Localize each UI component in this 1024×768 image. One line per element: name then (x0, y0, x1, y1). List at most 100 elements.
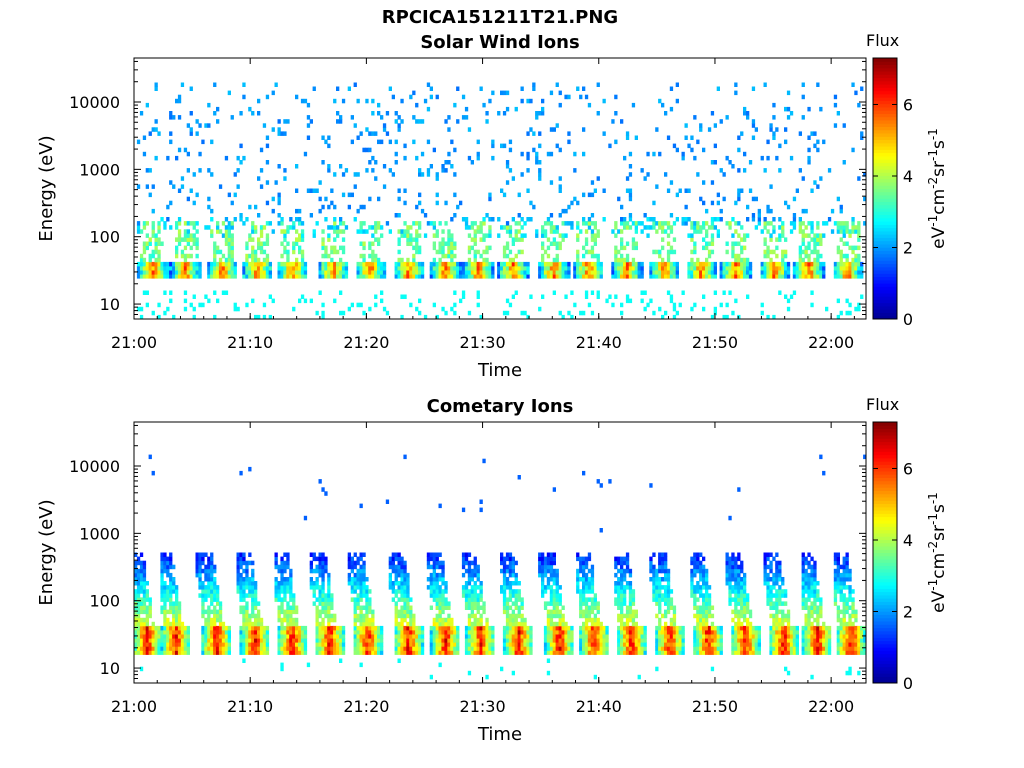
spectrogram-cell (634, 229, 638, 234)
spectrogram-cell (435, 634, 439, 639)
spectrogram-cell (479, 581, 483, 586)
spectrogram-cell (163, 630, 167, 635)
spectrogram-cell (476, 290, 480, 295)
spectrogram-cell (617, 638, 621, 643)
spectrogram-cell (546, 245, 551, 251)
spectrogram-cell (526, 625, 530, 631)
spectrogram-cell (590, 601, 595, 606)
spectrogram-cell (166, 634, 170, 639)
spectrogram-cell (555, 597, 559, 602)
spectrogram-cell (579, 270, 583, 275)
spectrogram-cell (350, 192, 354, 198)
spectrogram-cell (517, 605, 521, 610)
spectrogram-cell (772, 135, 776, 140)
spectrogram-cell (707, 127, 712, 132)
spectrogram-cell (628, 217, 633, 222)
spectrogram-cell (541, 241, 545, 246)
spectrogram-cell (681, 151, 685, 157)
spectrogram-cell (579, 560, 583, 566)
spectrogram-cell (795, 266, 799, 271)
spectrogram-cell (725, 115, 729, 120)
spectrogram-cell (816, 253, 820, 259)
spectrogram-cell (172, 314, 176, 320)
spectrogram-cell (746, 111, 750, 116)
spectrogram-cell (432, 564, 436, 570)
spectrogram-cell (582, 581, 586, 586)
spectrogram-cell (245, 564, 249, 570)
colorbar-segment (873, 178, 897, 183)
spectrogram-cell (169, 572, 173, 578)
spectrogram-cell (142, 577, 147, 582)
spectrogram-cell (681, 290, 685, 295)
spectrogram-cell (511, 266, 515, 271)
spectrogram-cell (426, 560, 431, 566)
spectrogram-cell (582, 621, 586, 627)
spectrogram-cell (552, 241, 556, 246)
spectrogram-cell (283, 168, 287, 173)
spectrogram-cell (403, 589, 407, 594)
spectrogram-cell (675, 192, 679, 198)
spectrogram-cell (552, 593, 556, 598)
spectrogram-cell (154, 82, 158, 87)
spectrogram-cell (257, 613, 261, 619)
spectrogram-cell (377, 225, 381, 230)
spectrogram-cell (623, 650, 627, 655)
spectrogram-cell (242, 630, 246, 635)
spectrogram-cell (303, 261, 308, 267)
spectrogram-cell (207, 270, 211, 275)
spectrogram-cell (368, 270, 372, 275)
spectrogram-cell (295, 261, 299, 267)
spectrogram-cell (254, 642, 258, 647)
spectrogram-cell (298, 233, 302, 238)
spectrogram-cell (394, 160, 398, 165)
spectrogram-cell (254, 638, 258, 643)
spectrogram-cell (251, 229, 255, 234)
spectrogram-cell (298, 650, 302, 655)
spectrogram-cell (599, 270, 603, 275)
spectrogram-cell (555, 605, 559, 610)
spectrogram-cell (467, 670, 472, 676)
spectrogram-cell (784, 249, 788, 255)
spectrogram-cell (213, 568, 217, 574)
spectrogram-cell (707, 274, 712, 279)
spectrogram-cell (303, 298, 308, 304)
spectrogram-cell (842, 274, 846, 279)
spectrogram-cell (786, 306, 791, 312)
spectrogram-cell (590, 597, 595, 602)
spectrogram-cell (236, 589, 240, 594)
spectrogram-cell (198, 302, 202, 308)
spectrogram-cell (192, 221, 196, 226)
spectrogram-cell (257, 638, 261, 643)
spectrogram-cell (134, 609, 138, 615)
spectrogram-cell (593, 241, 597, 246)
spectrogram-cell (748, 261, 753, 267)
spectrogram-cell (485, 261, 489, 267)
spectrogram-cell (374, 253, 378, 259)
spectrogram-cell (567, 261, 571, 267)
spectrogram-cell (485, 119, 489, 124)
spectrogram-cell (456, 625, 460, 631)
spectrogram-cell (766, 208, 770, 214)
spectrogram-cell (418, 650, 422, 655)
spectrogram-cell (576, 253, 580, 259)
spectrogram-cell (303, 625, 308, 631)
spectrogram-cell (725, 302, 729, 308)
spectrogram-cell (807, 106, 811, 112)
spectrogram-cell (546, 646, 551, 651)
spectrogram-cell (456, 634, 460, 639)
spectrogram-cell (666, 270, 671, 275)
spectrogram-cell (438, 274, 442, 279)
spectrogram-cell (198, 151, 202, 157)
spectrogram-cell (289, 568, 293, 574)
x-tick-label: 21:40 (576, 333, 622, 352)
spectrogram-cell (230, 245, 234, 251)
spectrogram-cell (380, 274, 384, 279)
spectrogram-cell (549, 572, 554, 578)
spectrogram-cell (751, 86, 756, 91)
spectrogram-cell (599, 621, 603, 627)
spectrogram-cell (210, 601, 214, 606)
spectrogram-cell (450, 253, 454, 259)
spectrogram-cell (769, 221, 773, 226)
spectrogram-cell (195, 266, 199, 271)
spectrogram-cell (286, 577, 290, 582)
